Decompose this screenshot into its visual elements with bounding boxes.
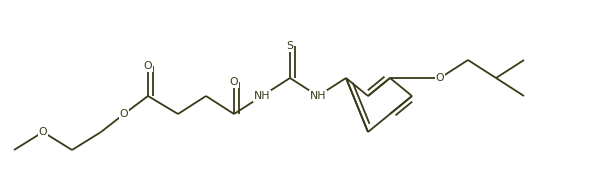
Text: O: O bbox=[435, 73, 444, 83]
Text: O: O bbox=[230, 77, 238, 87]
Text: O: O bbox=[119, 109, 128, 119]
Text: O: O bbox=[39, 127, 48, 137]
Text: S: S bbox=[286, 41, 293, 51]
Text: O: O bbox=[144, 61, 152, 71]
Text: NH: NH bbox=[254, 91, 270, 101]
Text: NH: NH bbox=[309, 91, 326, 101]
